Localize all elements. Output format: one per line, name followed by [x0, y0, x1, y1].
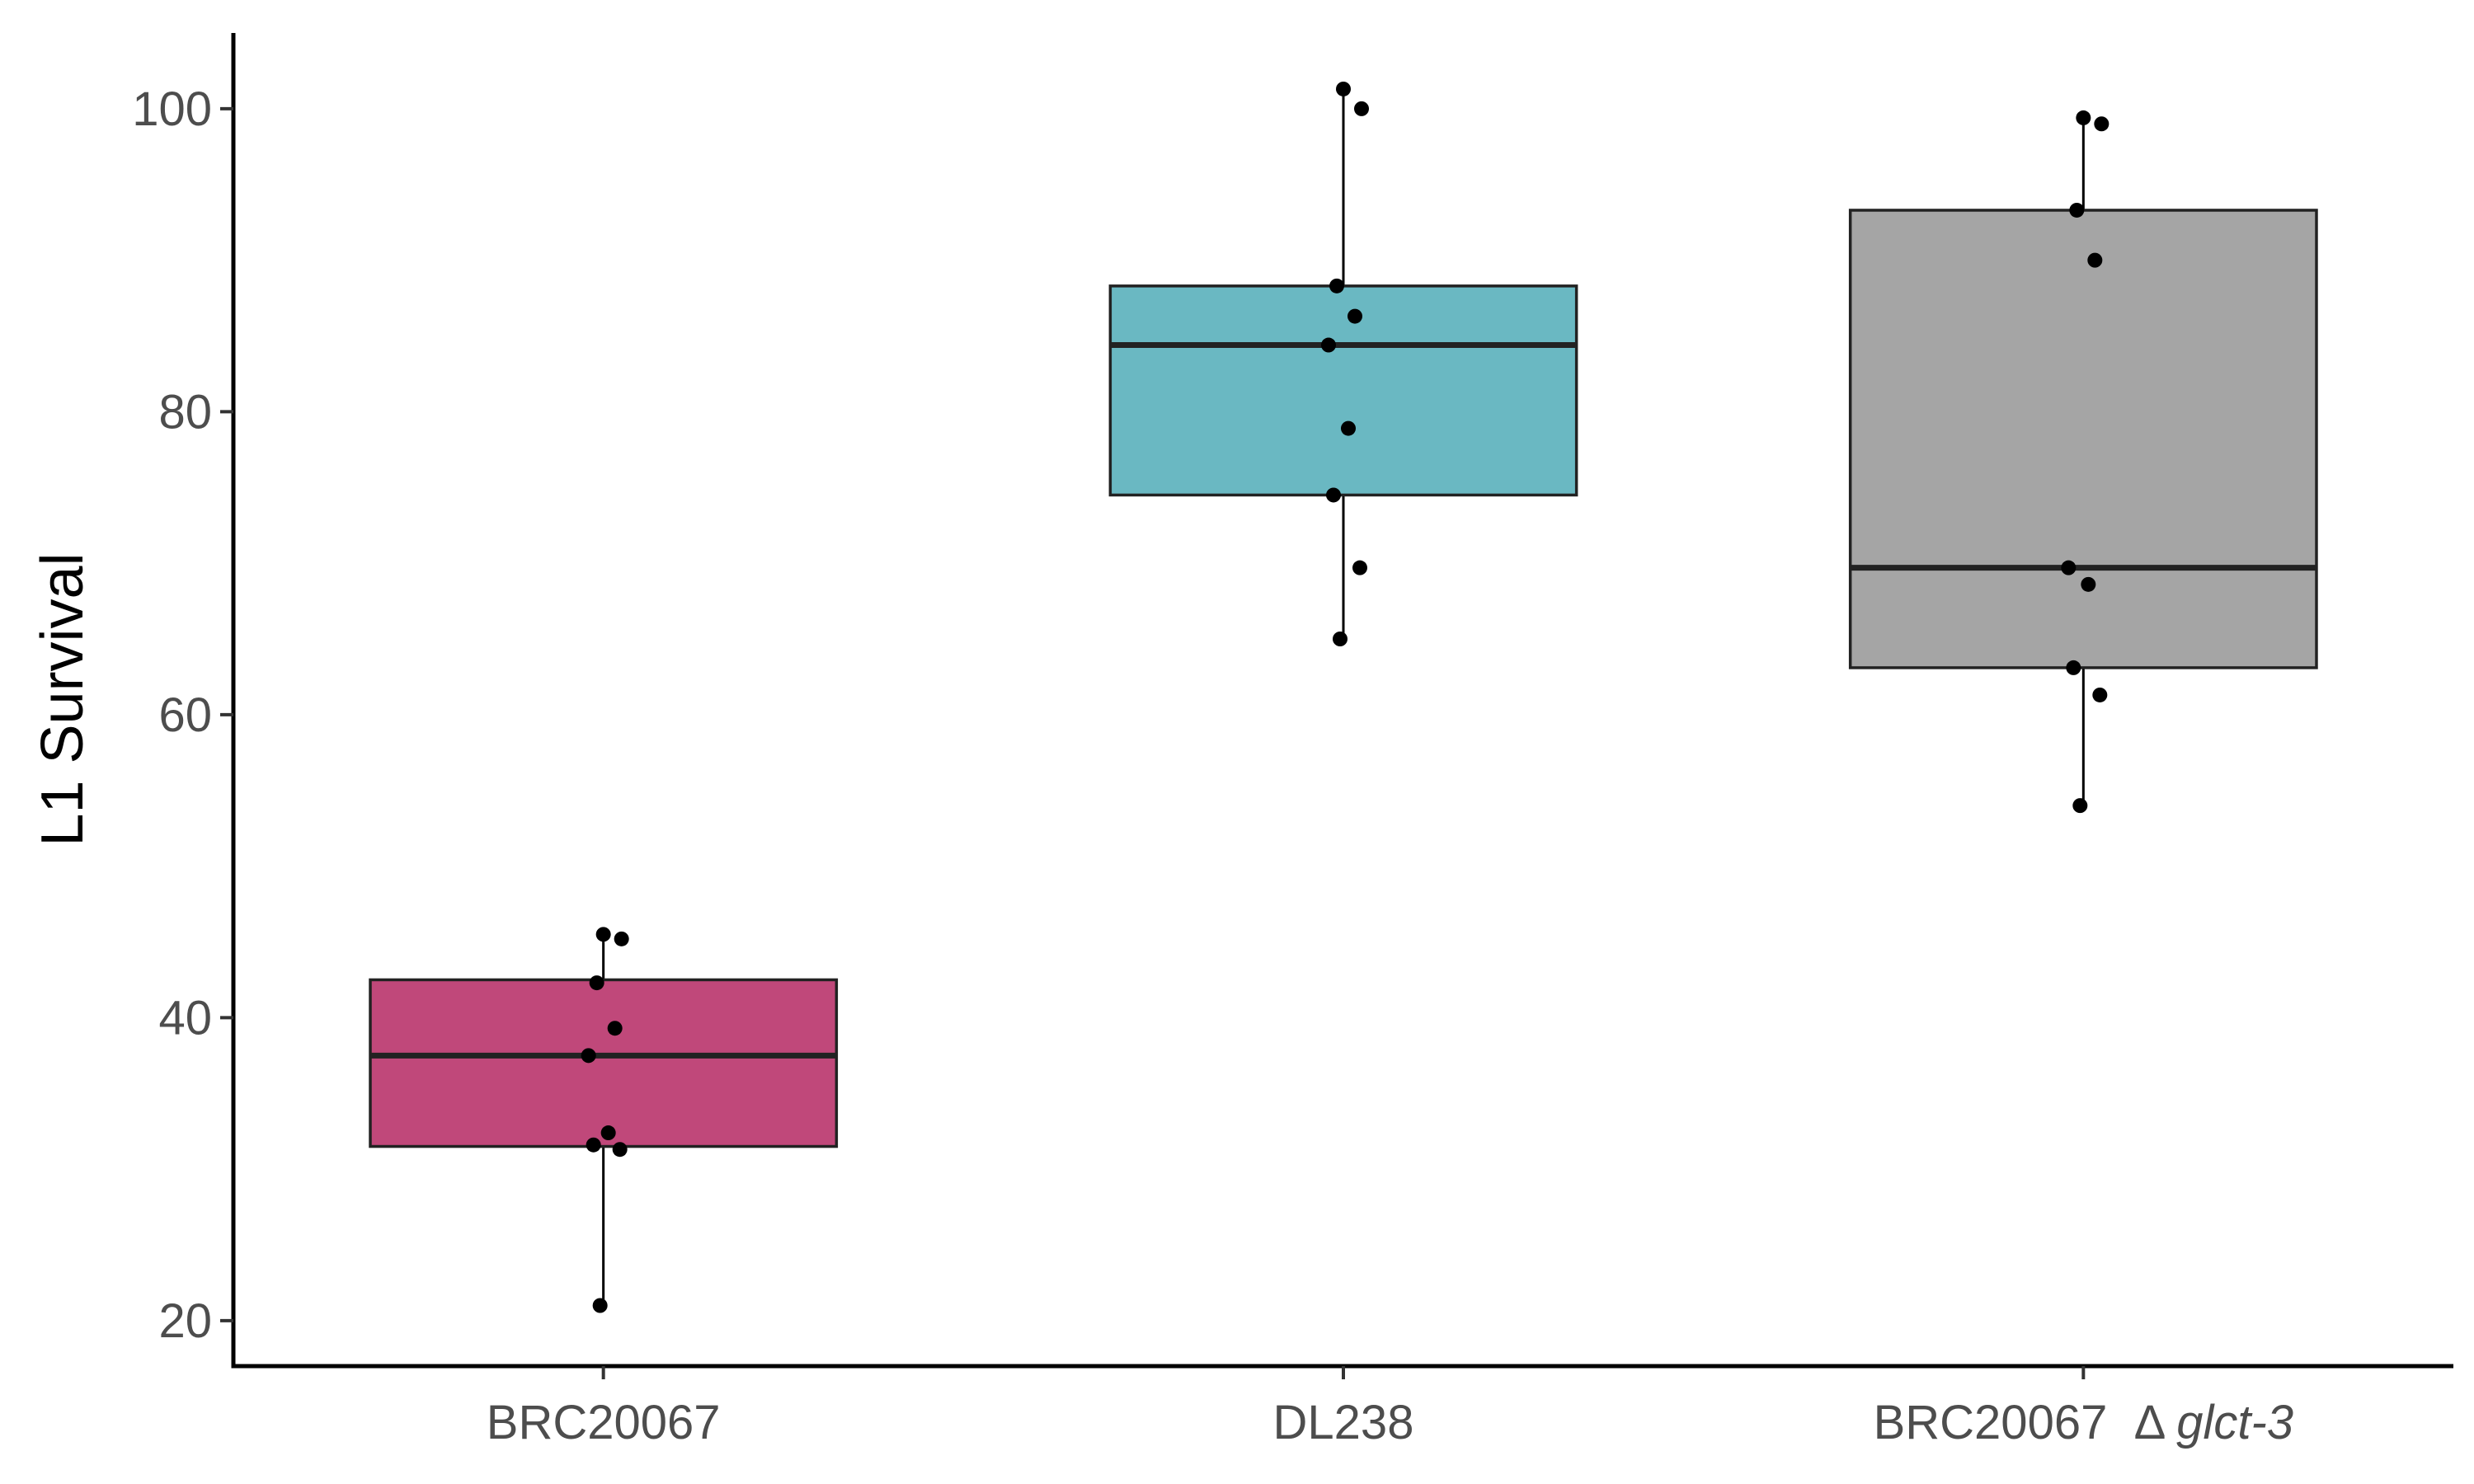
data-point [1321, 337, 1336, 353]
data-point [1354, 101, 1369, 116]
data-point [600, 1125, 616, 1141]
y-axis-title: L1 Survival [30, 552, 96, 846]
y-tick-label: 80 [158, 385, 212, 439]
box-iqr [1848, 209, 2318, 669]
data-point [592, 1298, 608, 1313]
box-group-1 [369, 927, 839, 1313]
data-point [1333, 632, 1348, 646]
data-point [2076, 110, 2091, 125]
data-point [2092, 687, 2108, 702]
data-point [614, 931, 629, 946]
data-point [2087, 252, 2103, 268]
data-point [2069, 202, 2085, 218]
box-group-2 [1108, 81, 1578, 646]
y-tick-label: 20 [158, 1294, 212, 1348]
data-point [2061, 560, 2077, 575]
y-tick-label: 40 [158, 991, 212, 1045]
data-point [595, 927, 611, 942]
data-point [1329, 278, 1344, 294]
y-tick-label: 60 [158, 688, 212, 742]
box-group-3 [1848, 110, 2318, 814]
data-point [1336, 81, 1351, 96]
data-point [2066, 660, 2081, 675]
box-iqr [1108, 284, 1578, 497]
data-point [1326, 487, 1341, 503]
x-tick-label: DL238 [1273, 1396, 1414, 1449]
data-point [1352, 560, 1367, 575]
data-point [2094, 116, 2109, 132]
data-point [2081, 576, 2096, 592]
y-tick-label: 100 [132, 82, 212, 136]
data-point [612, 1142, 628, 1158]
data-point [1348, 308, 1362, 324]
box-iqr [369, 978, 839, 1148]
data-point [607, 1021, 623, 1036]
x-tick-label: BRC20067 [487, 1396, 721, 1449]
data-point [2072, 798, 2088, 814]
data-point [581, 1048, 596, 1064]
data-point [586, 1137, 601, 1153]
data-point [1341, 420, 1356, 436]
x-tick-label: BRC20067 Δ glct-3 [1874, 1396, 2293, 1449]
data-point [589, 975, 604, 991]
